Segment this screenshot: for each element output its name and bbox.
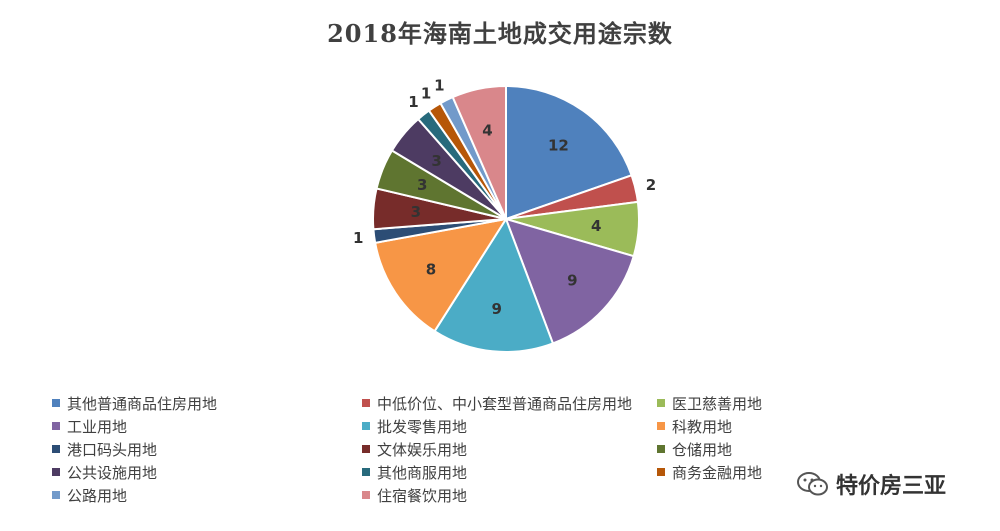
legend-label: 港口码头用地 [67,440,158,459]
legend-item: 其他商服用地 [362,463,657,482]
legend-item: 其他普通商品住房用地 [52,394,362,413]
legend-item: 文体娱乐用地 [362,440,657,459]
watermark-text: 特价房三亚 [836,474,947,499]
data-label: 9 [567,271,577,289]
legend-label: 文体娱乐用地 [377,440,468,459]
data-label: 3 [411,203,421,221]
legend-label: 工业用地 [67,417,128,436]
data-label: 1 [421,84,431,102]
data-label: 2 [646,176,656,194]
legend-item: 仓储用地 [657,440,812,459]
pie-slice [504,217,635,345]
legend-swatch [52,422,60,430]
legend-item: 医卫慈善用地 [657,394,812,413]
pie-slice [451,84,507,220]
legend-swatch [52,399,60,407]
legend-label: 公共设施用地 [67,463,158,482]
pie-slice [433,216,555,353]
legend-swatch [657,422,665,430]
legend-item: 公共设施用地 [52,463,362,482]
data-label: 1 [434,77,444,95]
pie-slices [372,84,640,353]
legend-swatch [52,445,60,453]
legend-swatch [657,445,665,453]
legend: 其他普通商品住房用地 中低价位、中小套型普通商品住房用地 医卫慈善用地工业用地 批发零… [52,394,812,505]
legend-label: 仓储用地 [672,440,733,459]
chart-title: 2018年海南土地成交用途宗数 [327,19,673,48]
legend-label: 公路用地 [67,486,128,505]
data-label: 9 [491,300,501,318]
legend-swatch [362,422,370,430]
data-label: 1 [353,229,363,247]
legend-swatch [657,399,665,407]
legend-item: 商务金融用地 [657,463,812,482]
legend-swatch [657,468,665,476]
legend-item: 中低价位、中小套型普通商品住房用地 [362,394,657,413]
legend-swatch [362,491,370,499]
legend-label: 医卫慈善用地 [672,394,763,413]
wechat-icon [797,472,828,496]
data-label: 3 [417,176,427,194]
legend-swatch [362,468,370,476]
legend-label: 其他商服用地 [377,463,468,482]
data-label: 12 [548,136,569,154]
legend-swatch [52,491,60,499]
legend-label: 中低价位、中小套型普通商品住房用地 [377,394,633,413]
legend-item: 住宿餐饮用地 [362,486,657,505]
legend-item: 工业用地 [52,417,362,436]
legend-item: 批发零售用地 [362,417,657,436]
legend-swatch [362,445,370,453]
legend-label: 住宿餐饮用地 [377,486,468,505]
legend-item: 港口码头用地 [52,440,362,459]
data-label: 3 [431,152,441,170]
legend-label: 其他普通商品住房用地 [67,394,218,413]
data-label: 8 [426,260,436,278]
legend-item: 科教用地 [657,417,812,436]
watermark: 特价房三亚 [796,468,946,500]
legend-label: 商务金融用地 [672,463,763,482]
data-label: 4 [591,217,601,235]
legend-label: 科教用地 [672,417,733,436]
data-label: 4 [482,121,492,139]
legend-swatch [52,468,60,476]
legend-swatch [362,399,370,407]
data-label: 1 [408,93,418,111]
pie-slice [373,217,509,333]
legend-label: 批发零售用地 [377,417,468,436]
legend-item: 公路用地 [52,486,362,505]
